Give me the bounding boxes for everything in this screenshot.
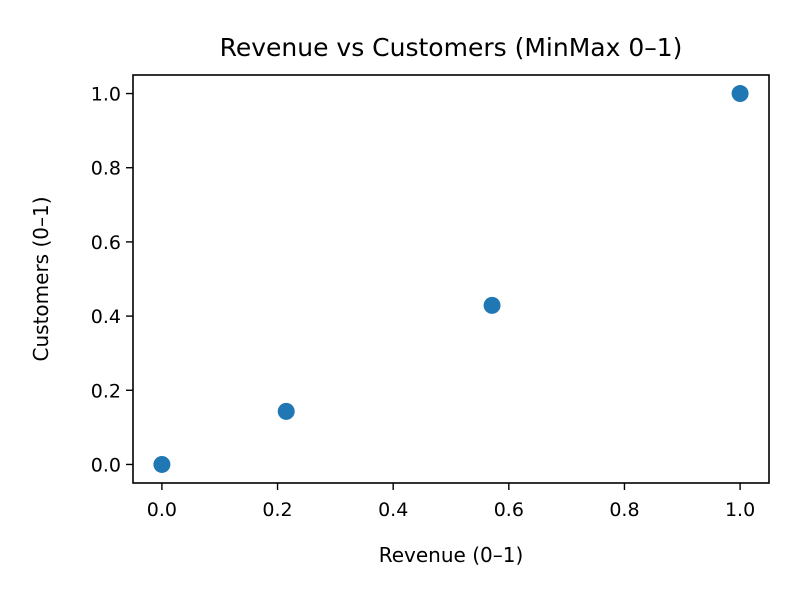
y-axis-label: Customers (0–1) — [29, 197, 53, 362]
x-tick-label: 0.8 — [609, 499, 639, 521]
chart-title: Revenue vs Customers (MinMax 0–1) — [220, 33, 683, 62]
y-tick-label: 0.6 — [91, 232, 121, 254]
y-tick-label: 0.2 — [91, 380, 121, 402]
y-tick-label: 1.0 — [91, 84, 121, 106]
x-tick-label: 0.4 — [378, 499, 408, 521]
x-axis-ticks: 0.0 0.2 0.4 0.6 0.8 1.0 — [147, 483, 755, 521]
y-tick-label: 0.0 — [91, 454, 121, 476]
plot-frame — [132, 74, 770, 484]
x-tick-label: 1.0 — [725, 499, 755, 521]
data-point — [153, 455, 171, 473]
y-tick-label: 0.8 — [91, 158, 121, 180]
data-point — [731, 85, 749, 103]
y-tick-label: 0.4 — [91, 306, 121, 328]
plot-area: 0.0 0.2 0.4 0.6 0.8 1.0 0.0 0.2 0.4 0.6 0.8 1.0 — [91, 74, 770, 521]
data-point — [277, 402, 295, 420]
x-tick-label: 0.6 — [494, 499, 524, 521]
data-points — [153, 85, 749, 473]
x-tick-label: 0.0 — [147, 499, 177, 521]
x-axis-label: Revenue (0–1) — [379, 543, 524, 567]
y-axis-ticks: 0.0 0.2 0.4 0.6 0.8 1.0 — [91, 84, 133, 476]
x-tick-label: 0.2 — [262, 499, 292, 521]
data-point — [483, 296, 501, 314]
